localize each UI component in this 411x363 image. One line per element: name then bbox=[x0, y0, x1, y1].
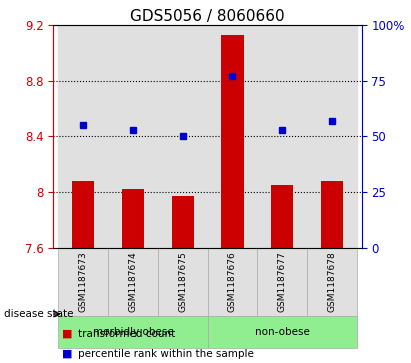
Text: GSM1187675: GSM1187675 bbox=[178, 252, 187, 312]
Text: morbidly obese: morbidly obese bbox=[92, 327, 173, 337]
Text: GSM1187673: GSM1187673 bbox=[79, 252, 88, 312]
Bar bbox=[58, 25, 108, 248]
Bar bbox=[271, 185, 293, 248]
FancyBboxPatch shape bbox=[58, 316, 208, 348]
FancyBboxPatch shape bbox=[108, 248, 158, 316]
Bar bbox=[72, 181, 95, 248]
FancyBboxPatch shape bbox=[58, 248, 108, 316]
FancyBboxPatch shape bbox=[208, 316, 357, 348]
Title: GDS5056 / 8060660: GDS5056 / 8060660 bbox=[130, 9, 285, 24]
Bar bbox=[122, 189, 144, 248]
Bar bbox=[307, 25, 357, 248]
Text: GSM1187674: GSM1187674 bbox=[129, 252, 137, 312]
Text: transformed count: transformed count bbox=[78, 329, 175, 339]
Text: GSM1187678: GSM1187678 bbox=[327, 252, 336, 312]
FancyBboxPatch shape bbox=[158, 248, 208, 316]
Text: non-obese: non-obese bbox=[255, 327, 309, 337]
Bar bbox=[221, 35, 244, 248]
Text: ■: ■ bbox=[62, 349, 72, 359]
Bar bbox=[171, 196, 194, 248]
FancyBboxPatch shape bbox=[307, 248, 357, 316]
FancyBboxPatch shape bbox=[208, 248, 257, 316]
Text: ■: ■ bbox=[62, 329, 72, 339]
FancyBboxPatch shape bbox=[257, 248, 307, 316]
Bar bbox=[321, 181, 343, 248]
Bar bbox=[158, 25, 208, 248]
Text: disease state: disease state bbox=[4, 309, 74, 319]
Bar bbox=[208, 25, 257, 248]
Text: GSM1187677: GSM1187677 bbox=[278, 252, 286, 312]
Text: percentile rank within the sample: percentile rank within the sample bbox=[78, 349, 254, 359]
Bar bbox=[108, 25, 158, 248]
Bar bbox=[257, 25, 307, 248]
Text: GSM1187676: GSM1187676 bbox=[228, 252, 237, 312]
